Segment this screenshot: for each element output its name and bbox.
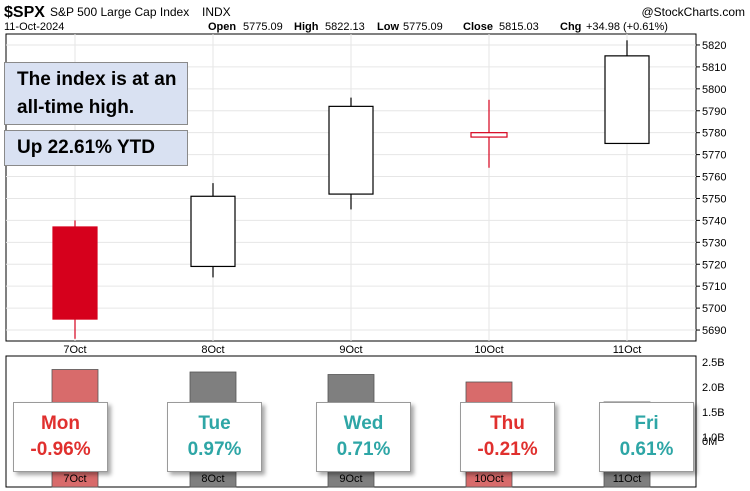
price-tick-label: 5780 <box>702 128 726 140</box>
close-label: Close <box>463 21 493 33</box>
all-time-high-note-line1: The index is at an <box>17 69 177 90</box>
low-value: 5775.09 <box>403 21 443 33</box>
price-tick-label: 5790 <box>702 106 726 118</box>
price-tick-label: 5710 <box>702 281 726 293</box>
open-label: Open <box>208 21 236 33</box>
chart-exchange: INDX <box>202 5 231 19</box>
day-percent-change: -0.96% <box>30 439 91 460</box>
day-name: Wed <box>343 413 384 434</box>
day-percent-change: -0.21% <box>477 439 538 460</box>
price-tick-label: 5800 <box>702 84 726 96</box>
day-change-card: Mon -0.96% <box>13 402 108 472</box>
x-tick-label: 11Oct <box>613 344 642 356</box>
chart-watermark: @StockCharts.com <box>641 5 745 19</box>
price-tick-label: 5760 <box>702 172 726 184</box>
x-tick-label: 8Oct <box>201 344 224 356</box>
candle-body <box>470 132 508 138</box>
volume-tick-label: 2.0B <box>702 382 725 394</box>
price-tick-label: 5700 <box>702 303 726 315</box>
volume-tick-label: 2.5B <box>702 357 725 369</box>
close-value: 5815.03 <box>499 21 539 33</box>
x-tick-label: 9Oct <box>339 344 362 356</box>
x-tick-label: 10Oct <box>474 344 503 356</box>
price-tick-label: 5690 <box>702 325 726 337</box>
price-tick-label: 5720 <box>702 259 726 271</box>
open-value: 5775.09 <box>243 21 283 33</box>
volume-x-tick-label: 11Oct <box>613 473 642 485</box>
price-tick-label: 5770 <box>702 150 726 162</box>
day-name: Tue <box>198 413 231 434</box>
day-change-card: Wed 0.71% <box>316 402 411 472</box>
chart-date: 11-Oct-2024 <box>4 21 64 33</box>
candle-body <box>52 226 98 320</box>
candle-body <box>328 105 374 195</box>
high-label: High <box>294 21 319 33</box>
candle-body <box>604 55 650 145</box>
all-time-high-note-line2: all-time high. <box>17 97 135 118</box>
day-name: Thu <box>490 413 525 434</box>
day-change-card: Thu -0.21% <box>460 402 555 472</box>
ytd-note: Up 22.61% YTD <box>4 130 188 166</box>
candle-body <box>190 195 236 268</box>
day-percent-change: 0.97% <box>187 439 242 460</box>
day-percent-change: 0.71% <box>336 439 391 460</box>
volume-x-tick-label: 9Oct <box>339 473 362 485</box>
volume-tick-label: 1.0B <box>702 432 725 444</box>
price-tick-label: 5750 <box>702 193 726 205</box>
volume-tick-label: 1.5B <box>702 407 725 419</box>
x-tick-label: 7Oct <box>63 344 86 356</box>
day-percent-change: 0.61% <box>619 439 674 460</box>
day-name: Fri <box>634 413 659 434</box>
price-tick-label: 5730 <box>702 237 726 249</box>
chart-symbol: $SPX <box>4 4 45 21</box>
volume-x-tick-label: 10Oct <box>474 473 503 485</box>
high-value: 5822.13 <box>325 21 365 33</box>
chg-value: +34.98 (+0.61%) <box>586 21 668 33</box>
chart-index-name: S&P 500 Large Cap Index <box>50 5 189 19</box>
day-change-card: Fri 0.61% <box>599 402 694 472</box>
volume-x-tick-label: 7Oct <box>63 473 86 485</box>
day-name: Mon <box>40 413 81 434</box>
price-tick-label: 5810 <box>702 62 726 74</box>
price-tick-label: 5740 <box>702 215 726 227</box>
all-time-high-note: The index is at an all-time high. <box>4 62 188 125</box>
price-tick-label: 5820 <box>702 40 726 52</box>
chg-label: Chg <box>560 21 581 33</box>
volume-tick-label: 0M <box>702 436 717 448</box>
day-change-card: Tue 0.97% <box>167 402 262 472</box>
volume-x-tick-label: 8Oct <box>201 473 224 485</box>
low-label: Low <box>377 21 399 33</box>
